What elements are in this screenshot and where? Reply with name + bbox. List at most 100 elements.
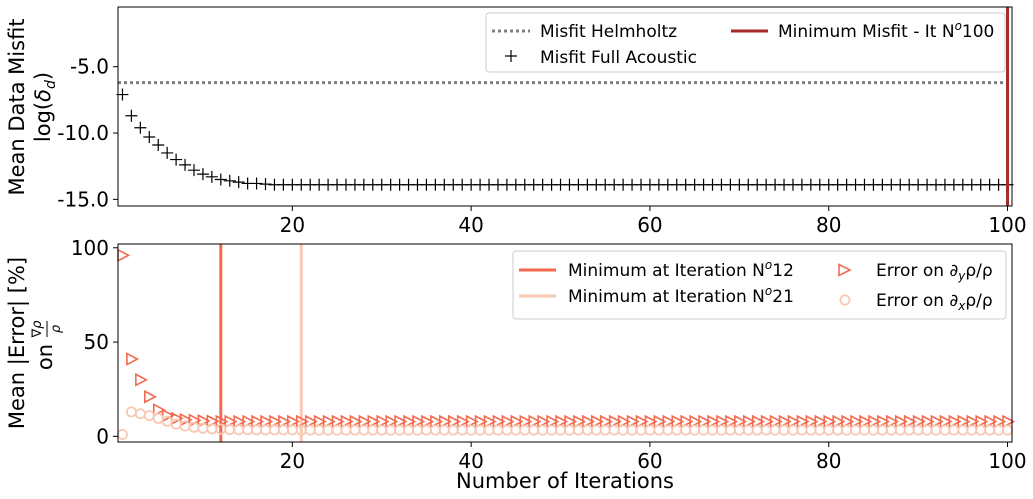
error-x-point xyxy=(367,424,379,436)
error-y-point xyxy=(939,414,953,429)
legend-minimum-misfit-label: Minimum Misfit - It No100 xyxy=(778,19,994,42)
svg-text:ρ: ρ xyxy=(49,324,64,333)
error-x-point xyxy=(769,424,781,436)
error-x-point xyxy=(519,424,531,436)
full-acoustic-point xyxy=(214,173,227,186)
error-x-point xyxy=(814,424,826,436)
error-y-point xyxy=(483,414,497,429)
error-y-point xyxy=(877,414,891,429)
error-y-point xyxy=(751,414,765,429)
error-y-point xyxy=(456,414,470,429)
full-acoustic-point xyxy=(170,153,183,166)
top-ylabel-line2: log(δd) xyxy=(31,72,59,142)
error-x-point xyxy=(304,424,316,436)
error-y-point xyxy=(421,414,435,429)
error-x-point xyxy=(331,424,343,436)
error-y-point xyxy=(304,414,318,429)
error-x-point xyxy=(260,424,272,436)
error-y-point xyxy=(152,403,166,417)
error-x-point xyxy=(590,424,602,436)
error-x-point xyxy=(358,424,370,436)
error-y-point xyxy=(689,414,703,429)
error-x-point xyxy=(680,424,692,436)
error-y-point xyxy=(143,389,158,404)
error-x-point xyxy=(662,424,674,436)
error-x-point xyxy=(152,412,164,424)
error-y-point xyxy=(993,414,1007,429)
x-tick-label: 20 xyxy=(280,449,305,473)
error-y-point xyxy=(528,414,542,429)
error-x-point xyxy=(134,408,146,420)
error-x-point xyxy=(689,424,701,436)
error-y-point xyxy=(796,414,810,429)
error-x-point xyxy=(546,424,558,436)
error-y-point xyxy=(823,414,837,429)
error-x-point xyxy=(411,424,423,436)
error-y-point xyxy=(948,414,962,429)
legend-min12-label: Minimum at Iteration No12 xyxy=(568,258,794,281)
error-x-point xyxy=(143,410,155,422)
error-x-point xyxy=(760,424,772,436)
error-y-point xyxy=(385,414,399,429)
error-x-point xyxy=(698,424,710,436)
error-x-point xyxy=(581,424,593,436)
error-x-point xyxy=(608,424,620,436)
error-x-point xyxy=(823,424,835,436)
error-y-point xyxy=(313,414,327,429)
error-y-point xyxy=(814,414,828,429)
bottom-ticks: 20 40 60 80 100 0 50 100 xyxy=(71,236,1027,473)
error-y-point xyxy=(930,414,944,429)
error-y-point xyxy=(394,414,408,429)
error-x-point xyxy=(876,424,888,436)
error-y-point xyxy=(412,414,426,429)
error-x-point xyxy=(376,424,388,436)
error-y-point xyxy=(474,414,488,429)
error-y-point xyxy=(322,414,336,429)
error-x-point xyxy=(832,424,844,436)
error-x-point xyxy=(510,424,522,436)
error-y-point xyxy=(287,414,301,429)
error-x-point xyxy=(429,424,441,436)
error-y-point xyxy=(126,352,140,366)
error-y-point xyxy=(886,414,900,429)
bottom-legend-box xyxy=(512,250,1007,320)
error-x-point xyxy=(867,424,879,436)
error-y-point xyxy=(1002,414,1016,429)
error-y-point xyxy=(734,414,748,429)
error-y-point xyxy=(850,414,864,429)
svg-text:on: on xyxy=(33,344,57,370)
error-x-point xyxy=(555,424,567,436)
error-y-point xyxy=(117,248,131,263)
full-acoustic-point xyxy=(259,178,272,191)
error-y-point xyxy=(653,414,667,429)
error-x-point xyxy=(537,424,549,436)
error-y-point xyxy=(358,414,372,429)
top-panel: 20 40 60 80 100 -5.0 -10.0 -15.0 Mean Data Misf… xyxy=(5,6,1027,237)
error-y-point xyxy=(599,414,613,429)
legend-error-x-label: Error on ∂xρ/ρ xyxy=(876,291,993,313)
full-acoustic-point xyxy=(223,174,236,187)
full-acoustic-point xyxy=(250,177,263,190)
error-y-point xyxy=(135,372,149,387)
error-y-point xyxy=(859,414,873,429)
legend-error-y-swatch xyxy=(838,263,852,277)
error-x-point xyxy=(349,424,361,436)
error-x-point xyxy=(894,424,906,436)
error-x-point xyxy=(939,424,951,436)
error-y-point xyxy=(519,414,533,429)
error-x-point xyxy=(930,424,942,436)
error-y-point xyxy=(635,414,649,429)
error-x-point xyxy=(438,424,450,436)
error-x-point xyxy=(206,423,218,435)
y-tick-label: -15.0 xyxy=(57,187,109,211)
error-y-point xyxy=(376,414,390,429)
error-x-point xyxy=(268,424,280,436)
error-x-point xyxy=(787,424,799,436)
error-x-point xyxy=(125,406,137,418)
full-acoustic-point xyxy=(161,146,174,159)
bottom-legend: Minimum at Iteration No12 Minimum at Iter… xyxy=(512,250,1007,320)
error-y-point xyxy=(903,414,917,429)
error-x-point xyxy=(635,424,647,436)
error-x-point xyxy=(733,424,745,436)
error-y-point xyxy=(832,414,846,429)
